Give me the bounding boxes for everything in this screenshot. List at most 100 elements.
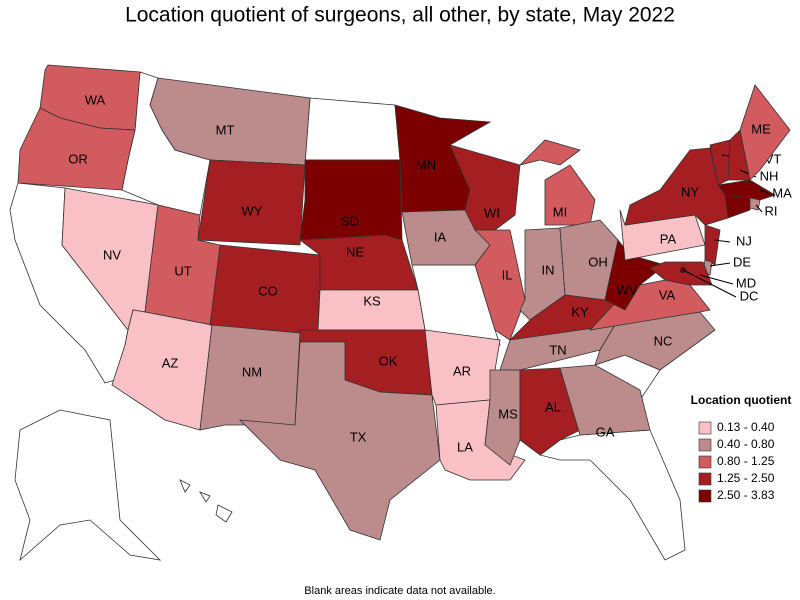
state-label: MT bbox=[216, 122, 235, 137]
state-label: TX bbox=[350, 429, 367, 444]
state-label: MA bbox=[772, 185, 792, 200]
state: OH bbox=[559, 219, 619, 301]
state-label: NE bbox=[346, 244, 364, 259]
state-label: WV bbox=[617, 282, 638, 297]
legend-label: 0.40 - 0.80 bbox=[717, 437, 775, 451]
state-shape bbox=[544, 164, 596, 226]
state-label: WA bbox=[85, 92, 106, 107]
state-shape bbox=[704, 224, 721, 266]
state-label: AR bbox=[453, 363, 471, 378]
state-label: NM bbox=[242, 364, 262, 379]
state-label: DE bbox=[733, 254, 751, 269]
state: NY bbox=[624, 147, 729, 226]
state: AZ bbox=[111, 309, 213, 431]
state-label: MI bbox=[553, 204, 567, 219]
state: DC bbox=[679, 266, 759, 303]
state-label: MS bbox=[498, 406, 518, 421]
leader-line bbox=[755, 204, 763, 213]
state-shape bbox=[739, 84, 791, 181]
map-title: Location quotient of surgeons, all other… bbox=[125, 4, 675, 27]
state-shape bbox=[559, 364, 651, 436]
state-label: OR bbox=[68, 151, 88, 166]
state: AR bbox=[424, 329, 501, 406]
state-shape bbox=[197, 159, 306, 246]
state-label: IN bbox=[542, 262, 555, 277]
state-shape bbox=[238, 341, 441, 541]
legend-label: 1.25 - 2.50 bbox=[717, 471, 775, 485]
state-label: RI bbox=[765, 203, 778, 218]
legend-label: 0.80 - 1.25 bbox=[717, 454, 775, 468]
states: WA OR NV MT WY UT AZ CO NM SD NE KS OK T… bbox=[17, 64, 792, 541]
state: SD bbox=[299, 159, 403, 241]
state: MN bbox=[394, 104, 492, 213]
state-label: OH bbox=[588, 254, 608, 269]
state-label: WY bbox=[242, 203, 263, 218]
state-label: VA bbox=[659, 287, 676, 302]
leader-line bbox=[713, 239, 731, 243]
state-label: IA bbox=[434, 229, 447, 244]
state-label: NJ bbox=[736, 233, 752, 248]
state: MS bbox=[484, 369, 521, 466]
state-label: NV bbox=[103, 247, 121, 262]
legend-title: Location quotient bbox=[691, 393, 792, 407]
state-label: GA bbox=[596, 424, 615, 439]
state-label: SD bbox=[341, 213, 359, 228]
state: WV bbox=[604, 239, 666, 311]
state-label: OK bbox=[379, 353, 398, 368]
leader-line bbox=[709, 262, 731, 267]
state: GA bbox=[559, 364, 651, 439]
state-label: NC bbox=[654, 333, 673, 348]
state-label: PA bbox=[660, 231, 677, 246]
state: RI bbox=[749, 197, 778, 218]
state-shape bbox=[17, 107, 136, 191]
legend-label: 2.50 - 3.83 bbox=[717, 488, 775, 502]
state: NM bbox=[199, 324, 301, 431]
state-label: KY bbox=[571, 304, 589, 319]
state-label: MN bbox=[416, 157, 436, 172]
state: PA bbox=[619, 209, 706, 261]
state: CO bbox=[209, 244, 321, 341]
state-label: WI bbox=[484, 205, 500, 220]
legend-swatch bbox=[698, 489, 712, 503]
note: Blank areas indicate data not available. bbox=[304, 585, 495, 597]
state: TX bbox=[238, 341, 441, 541]
state-label: AL bbox=[545, 399, 561, 414]
state: KS bbox=[317, 289, 426, 331]
leader-line bbox=[682, 269, 737, 298]
state-label: AZ bbox=[162, 355, 179, 370]
state-label: LA bbox=[457, 439, 473, 454]
legend-swatch bbox=[698, 421, 712, 435]
legend-label: 0.13 - 0.40 bbox=[717, 420, 775, 434]
leader-line bbox=[699, 274, 734, 285]
no-data-areas bbox=[9, 71, 686, 562]
state-shape bbox=[149, 77, 311, 166]
state-label: UT bbox=[174, 263, 191, 278]
state: WY bbox=[197, 159, 306, 246]
legend: Location quotient 0.13 - 0.40 0.40 - 0.80… bbox=[691, 393, 792, 503]
state-label: DC bbox=[740, 288, 759, 303]
legend-swatch bbox=[698, 455, 712, 469]
state: IL bbox=[474, 229, 526, 341]
legend-swatch bbox=[698, 472, 712, 486]
state: NE bbox=[298, 234, 419, 291]
state: ME bbox=[739, 84, 791, 181]
state-label: KS bbox=[363, 293, 381, 308]
leader-line bbox=[759, 189, 771, 195]
state: WA bbox=[39, 64, 141, 131]
state-shape bbox=[518, 139, 581, 166]
state-label: TN bbox=[549, 342, 566, 357]
state-label: CO bbox=[258, 283, 278, 298]
state: MI bbox=[518, 139, 596, 226]
state: NJ bbox=[704, 224, 752, 266]
state-label: ME bbox=[751, 121, 771, 136]
state: OR bbox=[17, 107, 136, 191]
state-shape bbox=[724, 194, 751, 219]
state-label: NY bbox=[681, 184, 699, 199]
state-label: IL bbox=[502, 267, 513, 282]
state-shape bbox=[474, 229, 526, 341]
state-label: NH bbox=[760, 168, 779, 183]
legend-swatch bbox=[698, 438, 712, 452]
state-shape bbox=[619, 209, 706, 261]
state: MT bbox=[149, 77, 311, 166]
